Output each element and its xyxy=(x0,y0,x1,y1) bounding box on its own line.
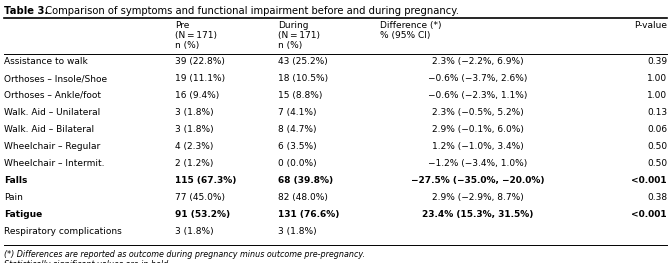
Text: 2.9% (−2.9%, 8.7%): 2.9% (−2.9%, 8.7%) xyxy=(431,193,523,202)
Text: Table 3.: Table 3. xyxy=(4,6,48,16)
Text: 4 (2.3%): 4 (2.3%) xyxy=(175,142,213,151)
Text: 3 (1.8%): 3 (1.8%) xyxy=(175,108,213,117)
Text: Walk. Aid – Bilateral: Walk. Aid – Bilateral xyxy=(4,125,94,134)
Text: 115 (67.3%): 115 (67.3%) xyxy=(175,176,236,185)
Text: 7 (4.1%): 7 (4.1%) xyxy=(278,108,317,117)
Text: 1.2% (−1.0%, 3.4%): 1.2% (−1.0%, 3.4%) xyxy=(431,142,523,151)
Text: 0 (0.0%): 0 (0.0%) xyxy=(278,159,317,168)
Text: 0.38: 0.38 xyxy=(647,193,667,202)
Text: (N = 171): (N = 171) xyxy=(175,31,217,40)
Text: 39 (22.8%): 39 (22.8%) xyxy=(175,57,225,66)
Text: P-value: P-value xyxy=(634,21,667,30)
Text: Orthoses – Insole/Shoe: Orthoses – Insole/Shoe xyxy=(4,74,107,83)
Text: 91 (53.2%): 91 (53.2%) xyxy=(175,210,230,219)
Text: 77 (45.0%): 77 (45.0%) xyxy=(175,193,225,202)
Text: Walk. Aid – Unilateral: Walk. Aid – Unilateral xyxy=(4,108,100,117)
Text: Orthoses – Ankle/foot: Orthoses – Ankle/foot xyxy=(4,91,101,100)
Text: 0.39: 0.39 xyxy=(647,57,667,66)
Text: 3 (1.8%): 3 (1.8%) xyxy=(175,125,213,134)
Text: Respiratory complications: Respiratory complications xyxy=(4,227,121,236)
Text: During: During xyxy=(278,21,309,30)
Text: 3 (1.8%): 3 (1.8%) xyxy=(278,227,317,236)
Text: Difference (*): Difference (*) xyxy=(380,21,442,30)
Text: 19 (11.1%): 19 (11.1%) xyxy=(175,74,225,83)
Text: 2.3% (−0.5%, 5.2%): 2.3% (−0.5%, 5.2%) xyxy=(431,108,523,117)
Text: −27.5% (−35.0%, −20.0%): −27.5% (−35.0%, −20.0%) xyxy=(411,176,544,185)
Text: <0.001: <0.001 xyxy=(631,176,667,185)
Text: Comparison of symptoms and functional impairment before and during pregnancy.: Comparison of symptoms and functional im… xyxy=(39,6,459,16)
Text: 18 (10.5%): 18 (10.5%) xyxy=(278,74,328,83)
Text: 6 (3.5%): 6 (3.5%) xyxy=(278,142,317,151)
Text: <0.001: <0.001 xyxy=(631,210,667,219)
Text: Pain: Pain xyxy=(4,193,23,202)
Text: n (%): n (%) xyxy=(278,41,302,50)
Text: Pre: Pre xyxy=(175,21,189,30)
Text: 23.4% (15.3%, 31.5%): 23.4% (15.3%, 31.5%) xyxy=(422,210,533,219)
Text: 0.50: 0.50 xyxy=(647,142,667,151)
Text: Statistically significant values are in bold.: Statistically significant values are in … xyxy=(4,260,170,263)
Text: 0.06: 0.06 xyxy=(647,125,667,134)
Text: (N = 171): (N = 171) xyxy=(278,31,320,40)
Text: 8 (4.7%): 8 (4.7%) xyxy=(278,125,317,134)
Text: 0.13: 0.13 xyxy=(647,108,667,117)
Text: Falls: Falls xyxy=(4,176,28,185)
Text: 68 (39.8%): 68 (39.8%) xyxy=(278,176,333,185)
Text: Assistance to walk: Assistance to walk xyxy=(4,57,88,66)
Text: 131 (76.6%): 131 (76.6%) xyxy=(278,210,340,219)
Text: n (%): n (%) xyxy=(175,41,199,50)
Text: 3 (1.8%): 3 (1.8%) xyxy=(175,227,213,236)
Text: 2.3% (−2.2%, 6.9%): 2.3% (−2.2%, 6.9%) xyxy=(431,57,523,66)
Text: Wheelchair – Regular: Wheelchair – Regular xyxy=(4,142,100,151)
Text: 0.50: 0.50 xyxy=(647,159,667,168)
Text: Wheelchair – Intermit.: Wheelchair – Intermit. xyxy=(4,159,105,168)
Text: 16 (9.4%): 16 (9.4%) xyxy=(175,91,219,100)
Text: 43 (25.2%): 43 (25.2%) xyxy=(278,57,327,66)
Text: (*) Differences are reported as outcome during pregnancy minus outcome pre-pregn: (*) Differences are reported as outcome … xyxy=(4,250,365,259)
Text: −1.2% (−3.4%, 1.0%): −1.2% (−3.4%, 1.0%) xyxy=(428,159,527,168)
Text: 82 (48.0%): 82 (48.0%) xyxy=(278,193,328,202)
Text: Fatigue: Fatigue xyxy=(4,210,42,219)
Text: 2 (1.2%): 2 (1.2%) xyxy=(175,159,213,168)
Text: 1.00: 1.00 xyxy=(647,74,667,83)
Text: −0.6% (−3.7%, 2.6%): −0.6% (−3.7%, 2.6%) xyxy=(428,74,527,83)
Text: −0.6% (−2.3%, 1.1%): −0.6% (−2.3%, 1.1%) xyxy=(428,91,527,100)
Text: % (95% CI): % (95% CI) xyxy=(380,31,430,40)
Text: 15 (8.8%): 15 (8.8%) xyxy=(278,91,322,100)
Text: 1.00: 1.00 xyxy=(647,91,667,100)
Text: 2.9% (−0.1%, 6.0%): 2.9% (−0.1%, 6.0%) xyxy=(431,125,523,134)
